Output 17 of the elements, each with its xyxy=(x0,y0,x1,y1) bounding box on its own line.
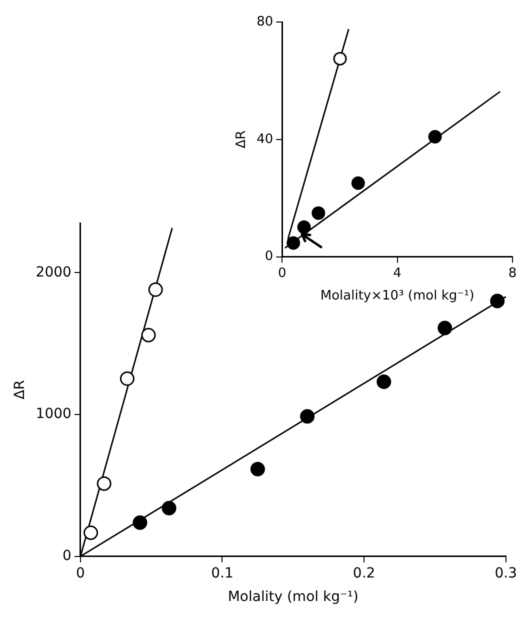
y-axis-title: ΔR xyxy=(12,380,28,400)
y-tick-label: 80 xyxy=(256,14,274,30)
x-axis-title: Molality×10³ (mol kg⁻¹) xyxy=(320,288,474,304)
y-tick-label: 2000 xyxy=(36,264,72,280)
x-tick-label: 0.2 xyxy=(352,565,376,582)
y-tick-label: 0 xyxy=(62,548,72,564)
x-tick-label: 8 xyxy=(508,266,517,281)
x-tick-label: 0 xyxy=(76,565,85,582)
x-tick-label: 4 xyxy=(393,266,402,281)
x-tick-label: 0.1 xyxy=(211,565,234,582)
x-axis-title: Molality (mol kg⁻¹) xyxy=(228,589,358,606)
x-tick-label: 0 xyxy=(278,266,286,281)
y-tick-label: 1000 xyxy=(36,406,72,422)
x-tick-label: 0.3 xyxy=(494,565,517,582)
y-axis-title: ΔR xyxy=(234,130,250,148)
y-tick-label: 40 xyxy=(256,132,274,147)
y-tick-label: 0 xyxy=(264,249,274,264)
